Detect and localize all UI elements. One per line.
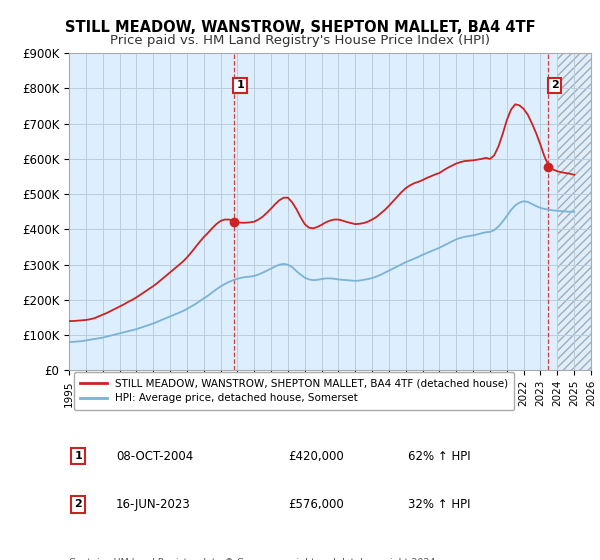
Text: 62% ↑ HPI: 62% ↑ HPI [409,450,471,463]
Text: 2: 2 [74,499,82,509]
Text: £576,000: £576,000 [288,498,344,511]
Text: Contains HM Land Registry data © Crown copyright and database right 2024.
This d: Contains HM Land Registry data © Crown c… [69,558,439,560]
Text: 2: 2 [551,81,559,91]
Text: £420,000: £420,000 [288,450,344,463]
Text: Price paid vs. HM Land Registry's House Price Index (HPI): Price paid vs. HM Land Registry's House … [110,34,490,46]
Text: 16-JUN-2023: 16-JUN-2023 [116,498,191,511]
Text: 32% ↑ HPI: 32% ↑ HPI [409,498,471,511]
Text: 1: 1 [236,81,244,91]
Bar [557,53,591,370]
Legend: STILL MEADOW, WANSTROW, SHEPTON MALLET, BA4 4TF (detached house), HPI: Average p: STILL MEADOW, WANSTROW, SHEPTON MALLET, … [74,372,514,410]
Text: STILL MEADOW, WANSTROW, SHEPTON MALLET, BA4 4TF: STILL MEADOW, WANSTROW, SHEPTON MALLET, … [65,20,535,35]
Text: 1: 1 [74,451,82,461]
Text: 08-OCT-2004: 08-OCT-2004 [116,450,193,463]
